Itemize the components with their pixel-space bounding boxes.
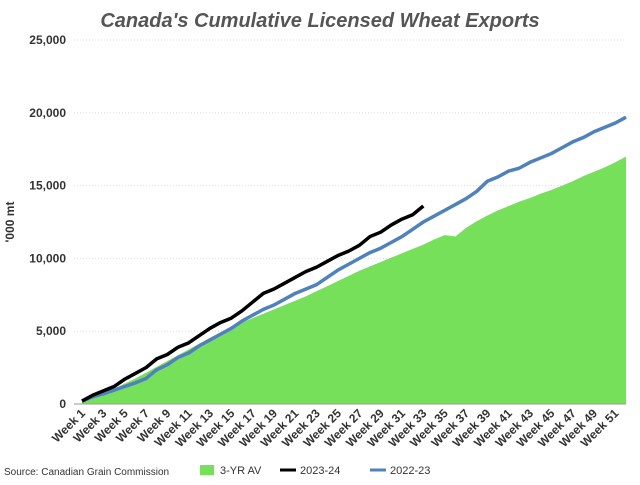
y-tick-label: 25,000: [29, 33, 66, 47]
legend-swatch: [200, 465, 214, 475]
legend-label: 2023-24: [300, 465, 340, 477]
y-axis-label: '000 mt: [3, 202, 17, 243]
y-tick-label: 5,000: [36, 324, 66, 338]
y-tick-label: 10,000: [29, 251, 66, 265]
chart-title: Canada's Cumulative Licensed Wheat Expor…: [100, 10, 539, 32]
area: [82, 156, 626, 404]
y-tick-label: 15,000: [29, 179, 66, 193]
line: [81, 115, 627, 403]
source: Source: Canadian Grain Commission: [4, 467, 169, 478]
y-tick-label: 20,000: [29, 106, 66, 120]
line: [81, 204, 425, 403]
y-tick-label: 0: [59, 397, 66, 411]
legend-label: 3-YR AV: [220, 465, 262, 477]
legend-label: 2022-23: [390, 465, 430, 477]
